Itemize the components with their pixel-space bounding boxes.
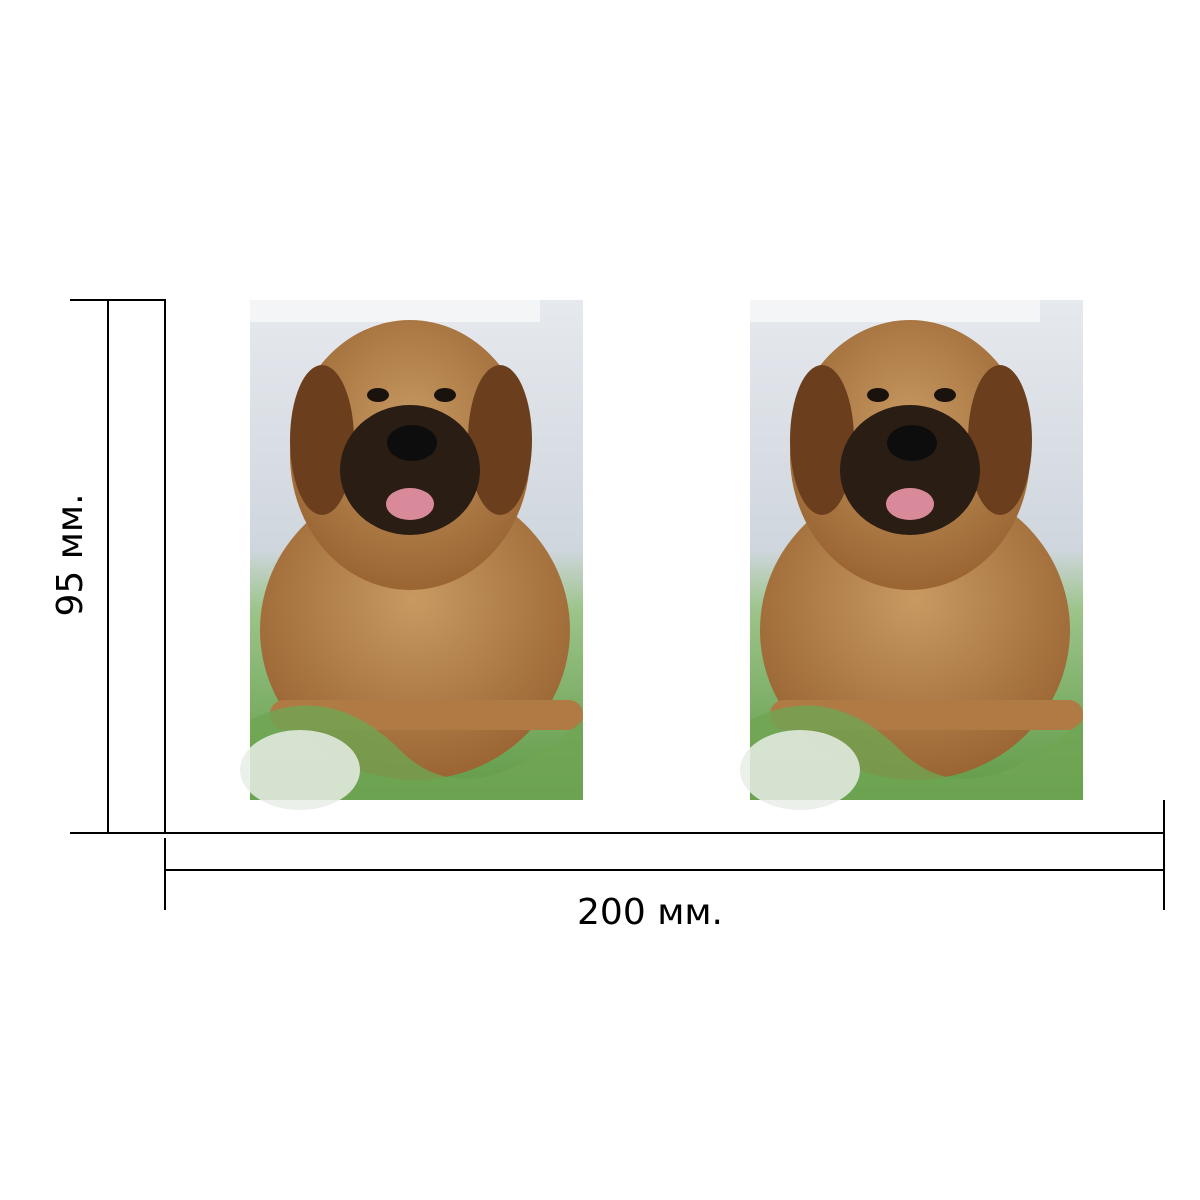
width-label: 200 мм. <box>577 892 723 933</box>
width-dimension: 200 мм. <box>164 800 1165 933</box>
product-photo-left <box>240 300 583 810</box>
height-dimension: 95 мм. <box>50 299 166 834</box>
height-label: 95 мм. <box>50 493 91 616</box>
product-photo-right <box>740 300 1083 810</box>
